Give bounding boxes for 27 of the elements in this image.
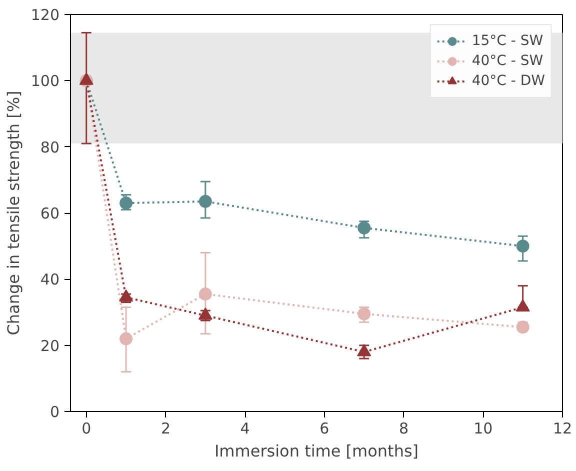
x-tick-label: 8	[399, 420, 409, 438]
legend-label: 40°C - DW	[472, 73, 545, 89]
legend-label: 15°C - SW	[472, 33, 544, 49]
point	[120, 196, 133, 210]
point	[516, 240, 530, 253]
x-axis-title: Immersion time [months]	[214, 442, 419, 460]
point	[120, 332, 133, 346]
point	[198, 194, 212, 208]
y-axis-title: Change in tensile strength [%]	[4, 90, 23, 336]
legend-label: 40°C - SW	[472, 53, 544, 69]
x-tick-label: 12	[552, 420, 572, 438]
point	[358, 307, 371, 320]
x-tick-label: 4	[240, 420, 250, 438]
y-tick-label: 40	[40, 270, 60, 289]
point	[198, 288, 212, 301]
y-tick-label: 100	[30, 72, 60, 90]
y-tick-label: 20	[40, 336, 60, 355]
x-tick-label: 2	[160, 420, 170, 438]
y-tick-label: 80	[40, 138, 60, 156]
x-tick-label: 10	[474, 420, 493, 438]
y-tick-label: 120	[30, 6, 60, 24]
y-tick-label: 60	[40, 204, 60, 222]
x-tick-label: 0	[82, 420, 92, 438]
y-tick-label: 0	[50, 403, 60, 421]
point	[516, 320, 530, 334]
x-tick-label: 6	[320, 420, 330, 438]
point	[358, 221, 371, 234]
